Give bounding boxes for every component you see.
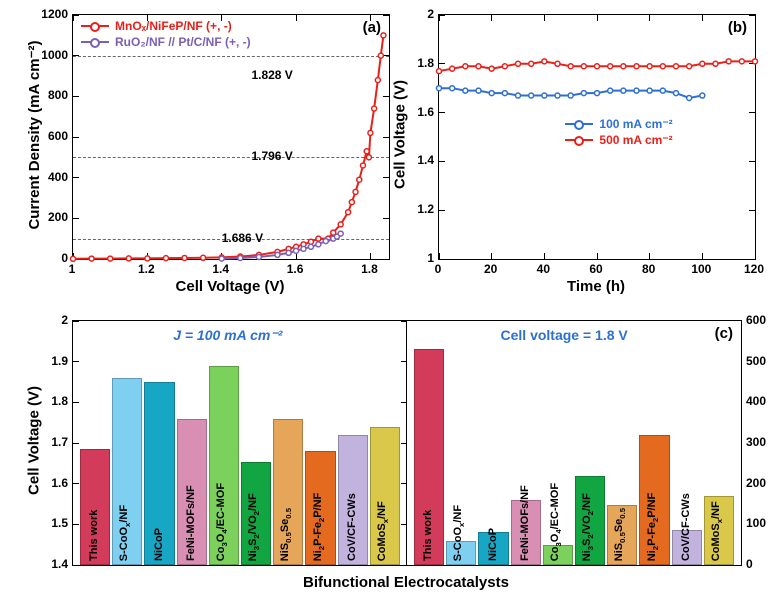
ytick-right: 0 [746,557,779,571]
xtick: 40 [537,262,550,276]
ylabel: Current Density (mA cm⁻²) [25,13,43,257]
ytick-right: 200 [746,476,779,490]
panel-a-plot: (a)1.828 V1.796 V1.686 VMnOₓ/NiFeP/NF (+… [72,14,390,260]
bar-label: S-CoOx/NF [118,505,132,561]
bar-label: NiCoP [153,528,165,561]
bar-label: NiS0.5Se0.5 [613,508,627,561]
bar-label: CoMoSx/NF [710,501,724,561]
xtick: 80 [642,262,655,276]
bar-label: FeNi-MOFs/NF [185,485,197,561]
bar-label: FeNi-MOFs/NF [519,485,531,561]
bar-label: NiCoP [487,528,499,561]
bar-label: This work [422,510,434,561]
xlabel: Time (h) [438,278,754,295]
xtick: 1.6 [287,262,304,276]
xtick: 1.8 [361,262,378,276]
bar-label: This work [88,510,100,561]
xtick: 120 [744,262,764,276]
bar-label: Co3O4/EC-MOF [549,483,563,561]
panel-a-legend: MnOₓ/NiFeP/NF (+, -)RuO₂/NF // Pt/C/NF (… [81,19,251,51]
bar-label: CoV/CF-CWs [680,493,692,561]
ytick-right: 600 [746,313,779,327]
bar-label: CoMoSx/NF [376,501,390,561]
panel-c-xlabel: Bifunctional Electrocatalysts [72,574,740,591]
xtick: 1.4 [212,262,229,276]
xtick: 100 [691,262,711,276]
xtick: 20 [484,262,497,276]
ytick-right: 300 [746,435,779,449]
xlabel: Cell Voltage (V) [72,278,388,295]
bar-label: CoV/CF-CWs [346,493,358,561]
panel-c-title-left: J = 100 mA cm⁻² [173,327,282,344]
bar-label: Ni3S2/VO2/NF [581,493,595,561]
ylabel: Cell Voltage (V) [392,13,409,257]
xtick: 1.2 [138,262,155,276]
panel-c-label: (c) [715,325,733,342]
panel-c-right: (c) Cell voltage = 1.8 V This work S-CoOx/N… [406,320,742,566]
figure-root: (a)1.828 V1.796 V1.686 VMnOₓ/NiFeP/NF (+… [0,0,779,604]
ytick-right: 500 [746,354,779,368]
xtick: 1 [69,262,76,276]
xtick: 0 [435,262,442,276]
bar-label: Ni2P-Fe2P/NF [311,493,325,561]
bar-label: Co3O4/EC-MOF [215,483,229,561]
panel-b-legend: 100 mA cm⁻²500 mA cm⁻² [565,117,672,149]
xtick: 60 [589,262,602,276]
bar-label: Ni3S2/VO2/NF [247,493,261,561]
panel-b-plot: (b)100 mA cm⁻²500 mA cm⁻² [438,14,756,260]
bar-label: S-CoOx/NF [452,505,466,561]
panel-c-left: J = 100 mA cm⁻² This work S-CoOx/NF NiCoP Fe… [72,320,407,566]
bar-label: NiS0.5Se0.5 [279,508,293,561]
panel-c-title-right: Cell voltage = 1.8 V [501,327,628,343]
bar-label: Ni2P-Fe2P/NF [645,493,659,561]
ytick-right: 100 [746,516,779,530]
ylabel: Cell Voltage (V) [26,319,43,563]
ytick-right: 400 [746,394,779,408]
